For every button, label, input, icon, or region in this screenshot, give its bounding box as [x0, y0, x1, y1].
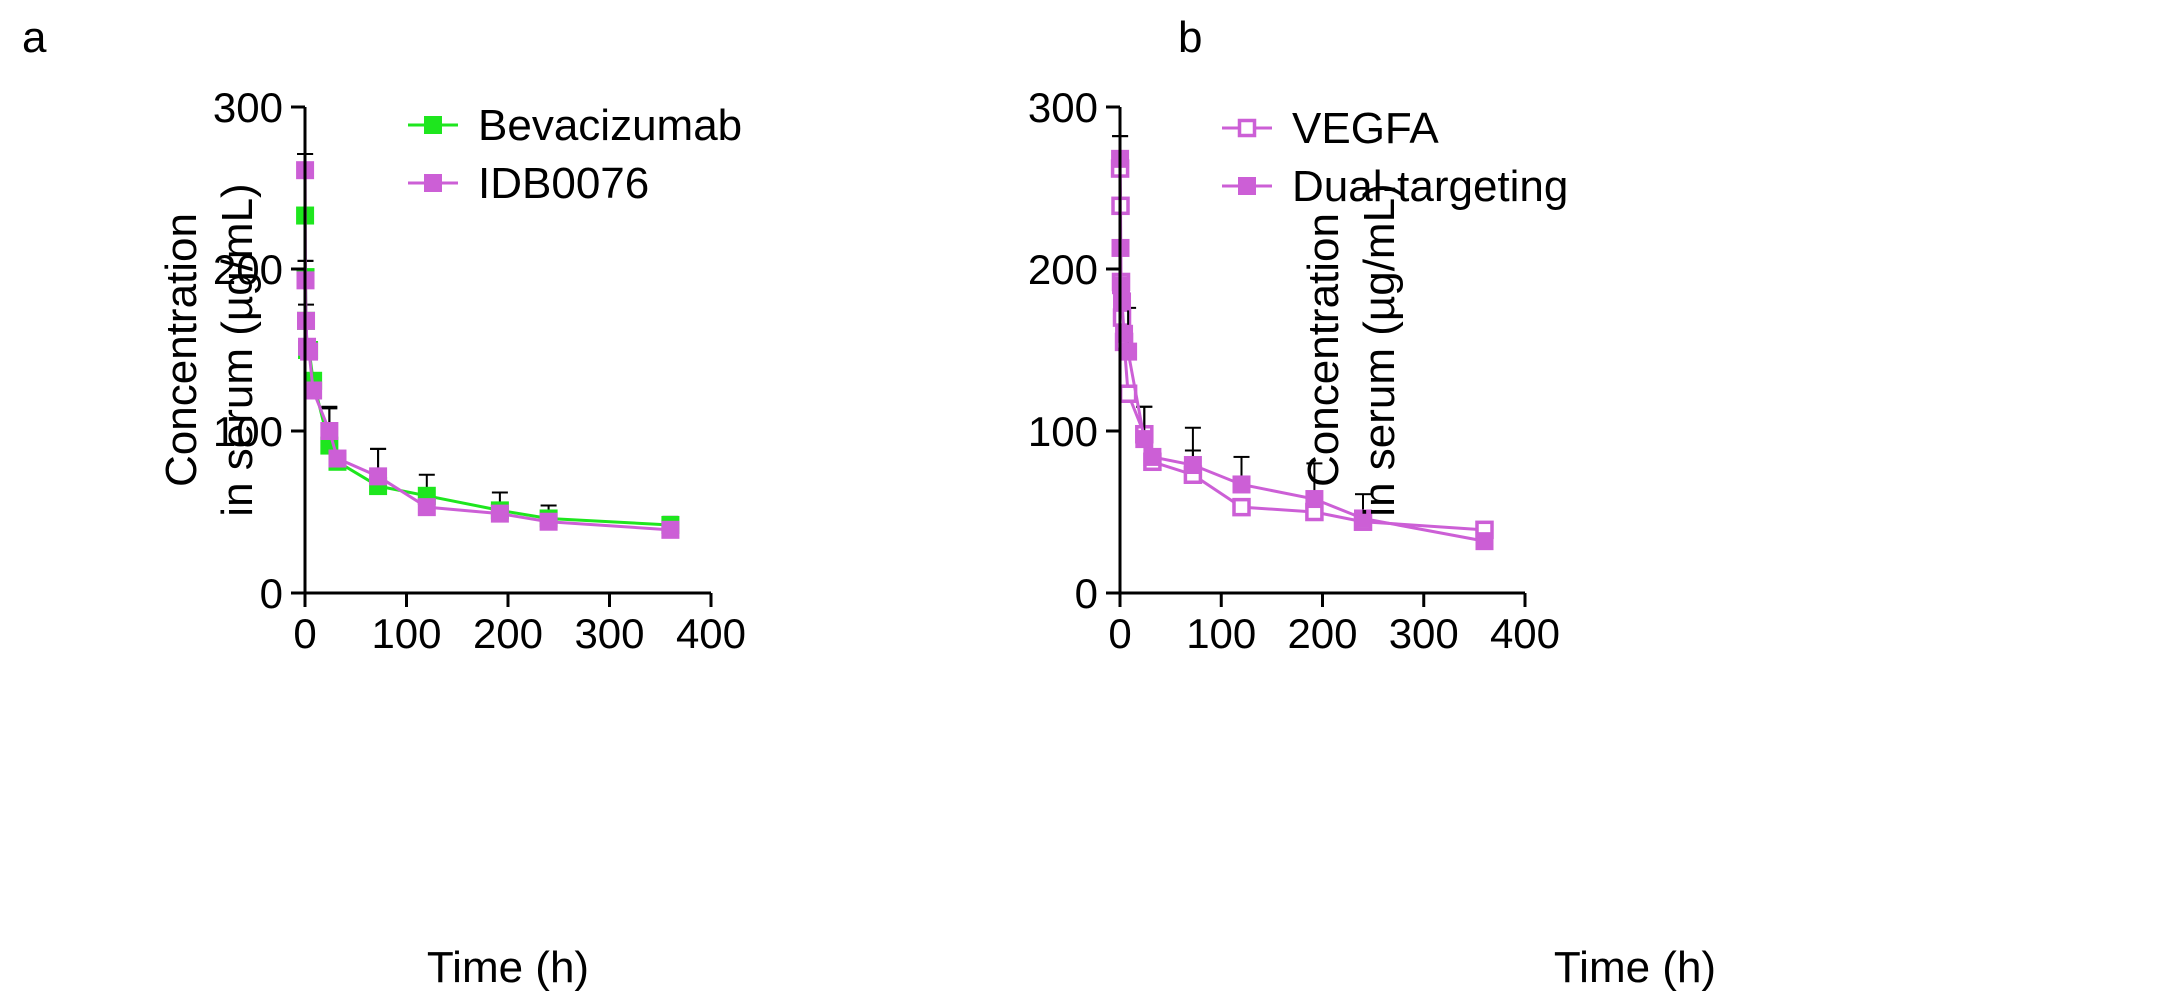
legend-item: IDB0076	[408, 159, 649, 208]
legend-label: IDB0076	[478, 159, 649, 208]
y-tick-label: 0	[260, 570, 283, 617]
data-point	[1232, 475, 1251, 494]
x-tick-label: 400	[676, 610, 746, 657]
x-tick-label: 300	[574, 610, 644, 657]
x-tick-label: 100	[1186, 610, 1256, 657]
y-tick-label: 200	[1028, 246, 1098, 293]
y-tick-label: 0	[1075, 570, 1098, 617]
x-tick-label: 0	[1108, 610, 1131, 657]
chart-panel-b: b 0 100 200 300 400 0 100 200 300 VEGFA Dual-targ…	[1028, 13, 1716, 992]
data-point	[1118, 384, 1138, 403]
series-bevacizumab	[296, 152, 680, 534]
data-point	[1119, 342, 1138, 361]
data-point	[661, 520, 680, 539]
data-point	[1113, 292, 1132, 311]
data-point	[1305, 490, 1324, 509]
x-tick-label: 100	[371, 610, 441, 657]
chart-a-ylabel-line1: Concentration	[157, 213, 206, 487]
y-tick-label: 100	[213, 408, 283, 455]
data-point	[1183, 456, 1202, 475]
chart-b-xlabel: Time (h)	[1554, 943, 1716, 992]
y-tick-label: 200	[213, 246, 283, 293]
legend-item: Dual-targeting	[1222, 162, 1568, 211]
series-idb0076	[296, 152, 680, 539]
y-tick-label: 100	[1028, 408, 1098, 455]
chart-panel-a: a 0 100 200 300 400 0 100 200 300 Bevacizumab IDB…	[22, 13, 746, 992]
chart-b-legend: VEGFA Dual-targeting	[1222, 104, 1568, 211]
data-point	[304, 381, 323, 400]
x-tick-label: 200	[473, 610, 543, 657]
y-tick-label: 300	[213, 84, 283, 131]
panel-letter-b: b	[1178, 13, 1202, 62]
legend-marker	[424, 116, 442, 134]
chart-b-ylabel-line1: Concentration	[1299, 213, 1348, 487]
series-line-bevacizumab	[303, 215, 671, 527]
legend-label: VEGFA	[1292, 104, 1439, 153]
chart-a-axes: 0 100 200 300 400 0 100 200 300	[213, 84, 746, 657]
chart-a-legend: Bevacizumab IDB0076	[408, 101, 742, 208]
data-point	[320, 422, 339, 440]
data-point	[1232, 497, 1251, 517]
chart-b-axes: 0 100 200 300 400 0 100 200 300	[1028, 84, 1560, 657]
data-point	[369, 467, 388, 486]
x-tick-label: 200	[1287, 610, 1357, 657]
chart-a-ylabel-line2: in serum (µg/mL)	[213, 183, 262, 516]
legend-item: VEGFA	[1222, 104, 1439, 153]
legend-label: Bevacizumab	[478, 101, 742, 150]
data-point	[490, 504, 509, 523]
chart-a-marks	[296, 152, 680, 539]
chart-a-xlabel: Time (h)	[427, 943, 589, 992]
data-point	[1143, 447, 1162, 466]
chart-b-ylabel-line2: in serum (µg/mL)	[1355, 183, 1404, 516]
data-point	[1115, 324, 1134, 343]
data-point	[417, 498, 436, 517]
legend-label: Dual-targeting	[1292, 162, 1568, 211]
legend-marker	[1238, 177, 1256, 195]
x-tick-label: 400	[1490, 610, 1560, 657]
panel-letter-a: a	[22, 13, 47, 62]
legend-item: Bevacizumab	[408, 101, 742, 150]
data-point	[328, 449, 347, 468]
data-point	[539, 512, 558, 531]
y-tick-label: 300	[1028, 84, 1098, 131]
x-tick-label: 300	[1389, 610, 1459, 657]
data-point	[300, 342, 319, 361]
data-point	[1354, 509, 1372, 528]
legend-marker	[424, 174, 442, 192]
data-point	[1475, 532, 1494, 551]
legend-marker	[1237, 118, 1257, 138]
x-tick-label: 0	[293, 610, 316, 657]
data-point	[1135, 430, 1154, 449]
